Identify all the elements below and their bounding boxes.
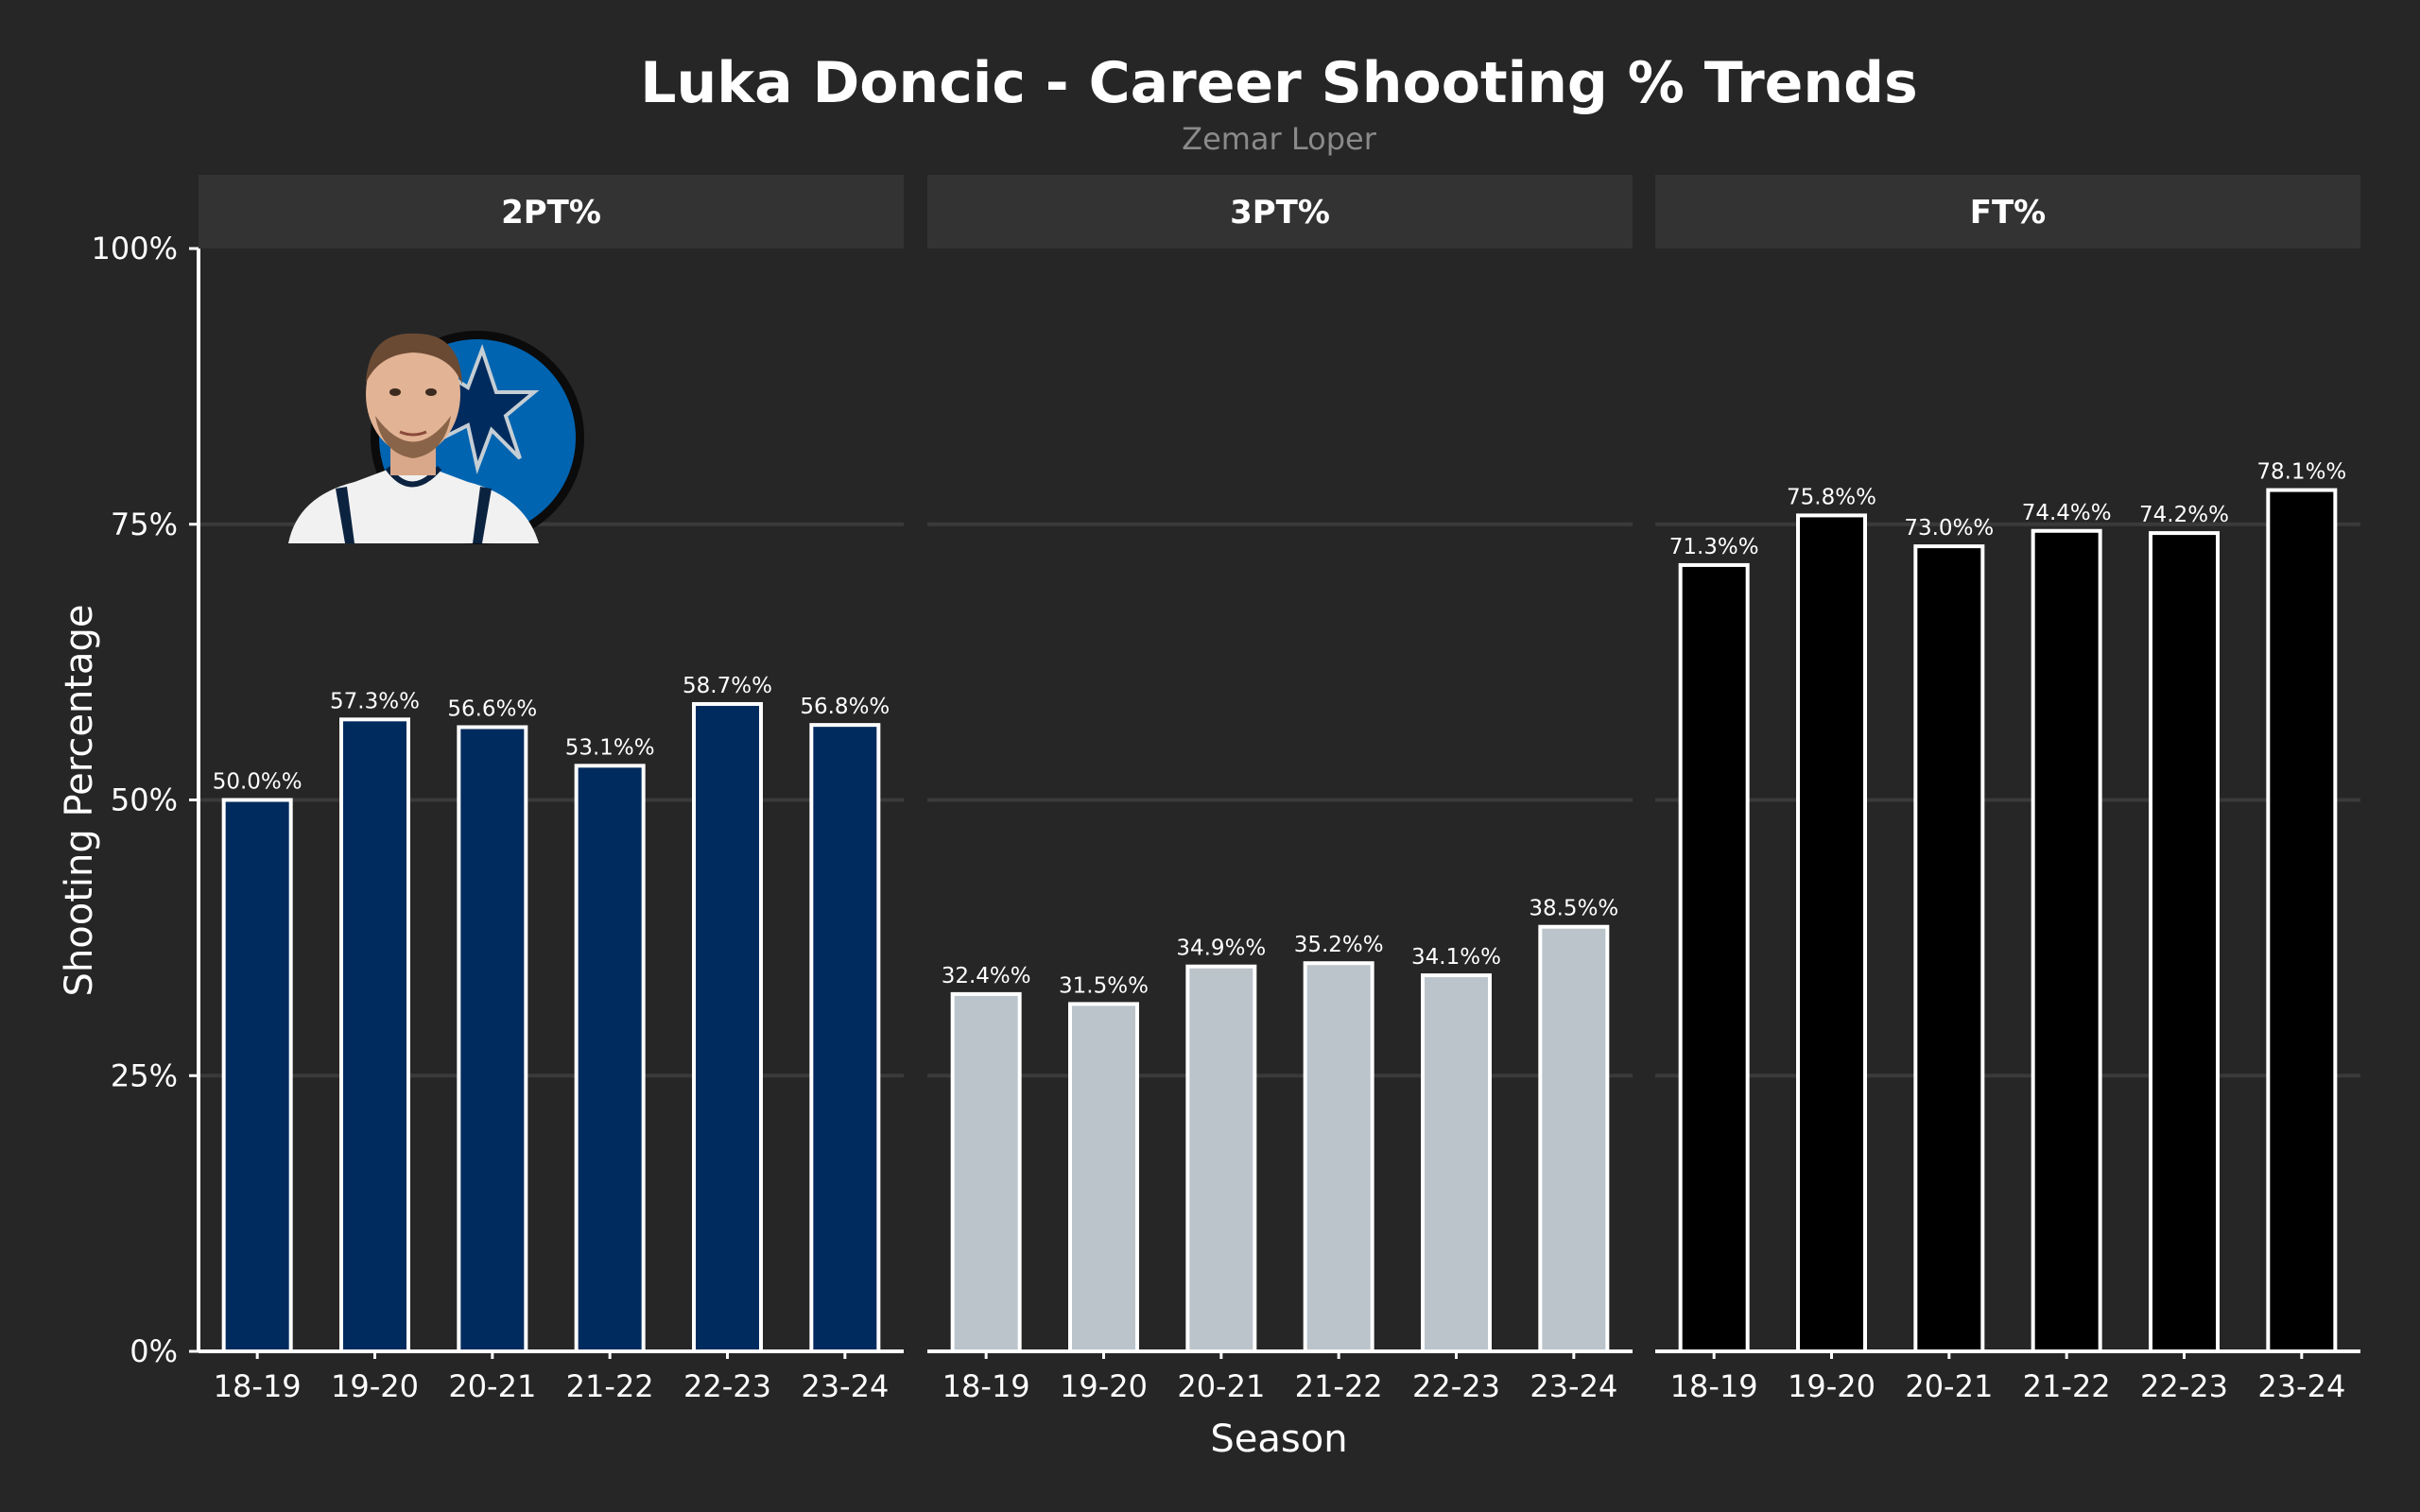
bar-value-label: 53.1%% xyxy=(565,735,655,760)
bar-value-label: 71.3%% xyxy=(1669,535,1759,559)
x-tick-label: 20-21 xyxy=(1177,1368,1265,1404)
x-tick-label: 20-21 xyxy=(448,1368,536,1404)
x-tick-label: 22-23 xyxy=(683,1368,771,1404)
chart-subtitle: Zemar Loper xyxy=(1182,121,1377,157)
bar-value-label: 73.0%% xyxy=(1904,516,1994,541)
bar xyxy=(1538,924,1610,1354)
bar xyxy=(457,725,528,1353)
x-tick-label: 22-23 xyxy=(2140,1368,2228,1404)
bar xyxy=(339,717,410,1353)
bar xyxy=(2149,531,2220,1353)
bar-value-label: 56.8%% xyxy=(800,695,890,719)
facet-strip xyxy=(199,175,904,249)
bar-value-label: 58.7%% xyxy=(683,674,772,698)
facet-strip-label: FT% xyxy=(1970,194,2046,232)
x-tick-label: 18-19 xyxy=(1670,1368,1758,1404)
bar-value-label: 50.0%% xyxy=(213,770,302,795)
y-tick-label: 50% xyxy=(111,782,178,818)
chart-title: Luka Doncic - Career Shooting % Trends xyxy=(640,50,1918,116)
bar xyxy=(574,764,646,1353)
bar xyxy=(1068,1002,1139,1354)
bar-value-label: 35.2%% xyxy=(1294,933,1384,957)
bar-value-label: 75.8%% xyxy=(1787,485,1876,509)
x-tick-label: 20-21 xyxy=(1905,1368,1993,1404)
bar xyxy=(809,723,881,1353)
x-tick-label: 18-19 xyxy=(942,1368,1030,1404)
x-ticks: 18-19 19-20 20-21 21-22 22-23 23-24 18-19 19-20… xyxy=(214,1351,2345,1404)
bar-labels: 50.0%% 57.3%% 56.6%% 53.1%% 58.7%% 56.8%% 32.4… xyxy=(213,460,2347,999)
facet-strip-label: 3PT% xyxy=(1230,194,1330,232)
bar xyxy=(1185,964,1257,1353)
x-tick-label: 21-22 xyxy=(2023,1368,2111,1404)
facet-strips: 2PT% 3PT% FT% xyxy=(199,175,2360,249)
bar-value-label: 34.1%% xyxy=(1411,945,1501,970)
y-tick-label: 100% xyxy=(92,231,178,266)
bar-value-label: 78.1%% xyxy=(2256,460,2346,485)
x-tick-label: 18-19 xyxy=(214,1368,302,1404)
bar-value-label: 31.5%% xyxy=(1059,973,1149,998)
y-axis-label: Shooting Percentage xyxy=(58,605,101,997)
x-tick-label: 23-24 xyxy=(801,1368,889,1404)
bar-value-label: 74.4%% xyxy=(2022,501,2112,525)
bar xyxy=(692,701,763,1353)
bar xyxy=(1678,562,1750,1353)
y-tick-label: 75% xyxy=(111,507,178,542)
bar xyxy=(950,991,1022,1353)
y-tick-label: 0% xyxy=(130,1333,178,1369)
x-tick-label: 23-24 xyxy=(2257,1368,2345,1404)
bars xyxy=(221,488,2338,1354)
bar xyxy=(1796,513,1867,1353)
facet-strip xyxy=(927,175,1633,249)
bar-value-label: 56.6%% xyxy=(447,696,537,721)
x-tick-label: 19-20 xyxy=(1788,1368,1876,1404)
bar xyxy=(1303,961,1374,1353)
y-ticks: 0% 25% 50% 75% 100% xyxy=(92,231,199,1369)
player-photo xyxy=(288,333,539,543)
player-headshot-image xyxy=(288,331,584,544)
bar xyxy=(221,798,293,1353)
x-tick-label: 19-20 xyxy=(331,1368,419,1404)
bar xyxy=(2031,528,2102,1353)
bar-value-label: 34.9%% xyxy=(1176,936,1266,961)
bar-value-label: 74.2%% xyxy=(2139,503,2229,527)
x-tick-label: 21-22 xyxy=(1295,1368,1383,1404)
facet-strip-label: 2PT% xyxy=(501,194,601,232)
bar-value-label: 57.3%% xyxy=(330,689,420,713)
bar xyxy=(1913,544,1985,1353)
facet-strip xyxy=(1655,175,2360,249)
y-tick-label: 25% xyxy=(111,1057,178,1093)
x-tick-label: 23-24 xyxy=(1530,1368,1617,1404)
bar-value-label: 38.5%% xyxy=(1529,897,1618,921)
bar xyxy=(1421,973,1492,1353)
x-tick-label: 19-20 xyxy=(1060,1368,1148,1404)
x-axis-label: Season xyxy=(1210,1418,1347,1461)
x-tick-label: 21-22 xyxy=(566,1368,654,1404)
x-tick-label: 22-23 xyxy=(1412,1368,1500,1404)
bar xyxy=(2266,488,2338,1353)
bar-value-label: 32.4%% xyxy=(942,964,1031,988)
